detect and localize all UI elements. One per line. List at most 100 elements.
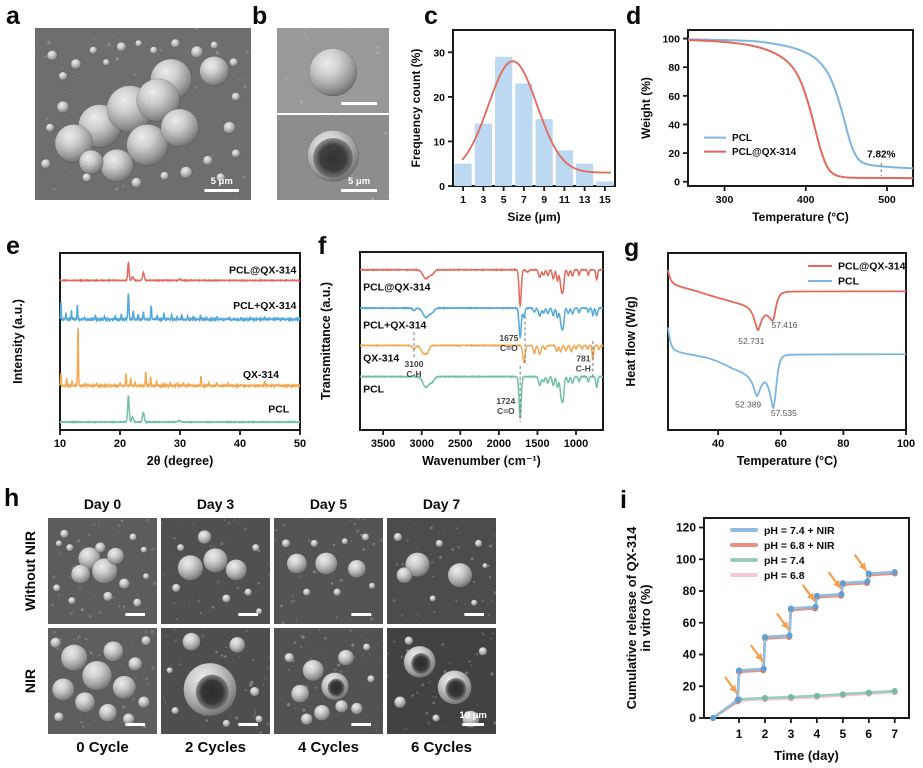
data-point xyxy=(813,692,820,699)
sem-image-b-bottom: 5 μm xyxy=(277,115,389,200)
svg-text:57.416: 57.416 xyxy=(771,320,797,330)
data-point xyxy=(839,580,846,587)
svg-text:57.535: 57.535 xyxy=(771,408,797,418)
h-col-label-day7: Day 7 xyxy=(422,496,461,512)
legend: PCL@QX-314 PCL xyxy=(808,261,906,288)
svg-text:400: 400 xyxy=(797,194,815,206)
svg-text:40: 40 xyxy=(683,648,697,662)
series-PCL@QX-314 xyxy=(667,269,906,332)
svg-text:1: 1 xyxy=(736,727,743,741)
svg-text:6: 6 xyxy=(865,727,872,741)
svg-text:10 μm: 10 μm xyxy=(459,710,486,721)
scale-bar xyxy=(238,613,258,616)
svg-text:QX-314: QX-314 xyxy=(243,369,279,381)
panel-label-g: g xyxy=(624,234,640,262)
svg-text:C-H: C-H xyxy=(576,363,591,373)
svg-text:QX-314: QX-314 xyxy=(363,352,399,364)
chart-tga: 300 400 500 0 20 40 60 80 100 Temperature (°C) Wei… xyxy=(639,29,914,224)
svg-text:PCL@QX-314: PCL@QX-314 xyxy=(363,281,431,293)
svg-text:30: 30 xyxy=(174,438,186,450)
svg-text:9: 9 xyxy=(541,194,547,206)
svg-text:3100: 3100 xyxy=(405,359,424,369)
panel-label-f: f xyxy=(318,232,327,260)
svg-text:7: 7 xyxy=(891,727,898,741)
h-cycle-label-6: 6 Cycles xyxy=(411,739,472,756)
svg-text:PCL: PCL xyxy=(838,276,860,288)
panel-label-h: h xyxy=(4,484,20,512)
svg-text:PCL: PCL xyxy=(732,133,752,144)
scale-bar xyxy=(341,102,377,105)
svg-text:pH = 7.4: pH = 7.4 xyxy=(764,555,805,567)
svg-text:40: 40 xyxy=(668,119,680,131)
legend: pH = 7.4 + NIR pH = 6.8 + NIR pH = 7.4 pH =… xyxy=(730,525,835,582)
svg-text:50: 50 xyxy=(294,438,306,450)
svg-text:pH = 6.8 + NIR: pH = 6.8 + NIR xyxy=(764,540,835,552)
svg-text:5 μm: 5 μm xyxy=(348,176,370,187)
series-PCL xyxy=(667,327,907,409)
svg-text:5: 5 xyxy=(501,194,507,206)
sem-h-withoutnir-day7 xyxy=(387,518,496,624)
chart-release: 1 2 3 4 5 6 7 0 20 40 60 80 100 120 Time (day) Cumulati… xyxy=(624,517,910,763)
trace-PCL@QX-314 xyxy=(59,261,301,283)
svg-text:52.389: 52.389 xyxy=(735,399,761,409)
svg-text:in vitro (%): in vitro (%) xyxy=(638,584,653,651)
scale-bar xyxy=(464,613,484,616)
sem-h-nir-day5 xyxy=(274,628,383,734)
trace-PCL+QX-314 xyxy=(59,293,301,323)
scale-bar xyxy=(125,723,145,726)
h-cycle-label-4: 4 Cycles xyxy=(298,739,359,756)
data-point xyxy=(736,667,743,674)
svg-text:Weight (%): Weight (%) xyxy=(639,77,653,139)
h-col-label-day3: Day 3 xyxy=(196,496,235,512)
data-point xyxy=(839,691,846,698)
scale-bar xyxy=(238,723,258,726)
svg-text:20: 20 xyxy=(668,148,680,160)
data-point xyxy=(760,665,767,672)
panel-label-d: d xyxy=(626,2,642,30)
sem-image-b-top xyxy=(277,28,389,113)
svg-text:60: 60 xyxy=(775,438,787,450)
panel-label-b: b xyxy=(252,2,268,30)
svg-text:11: 11 xyxy=(559,194,570,206)
svg-text:100: 100 xyxy=(676,552,696,566)
svg-text:10: 10 xyxy=(433,136,445,148)
axes: 10 20 30 40 50 2θ (degree) Intensity (a.u.) xyxy=(11,252,306,468)
svg-text:1500: 1500 xyxy=(525,438,549,450)
svg-text:2500: 2500 xyxy=(448,438,472,450)
svg-text:0: 0 xyxy=(689,711,696,725)
svg-text:15: 15 xyxy=(599,194,611,206)
svg-text:40: 40 xyxy=(712,438,724,450)
data-point xyxy=(865,689,872,696)
svg-text:C=O: C=O xyxy=(497,406,515,416)
svg-text:pH = 7.4 + NIR: pH = 7.4 + NIR xyxy=(764,525,835,537)
svg-text:3000: 3000 xyxy=(409,438,433,450)
axes: 1 2 3 4 5 6 7 0 20 40 60 80 100 120 Time (day) Cumulati… xyxy=(624,517,910,763)
svg-text:13: 13 xyxy=(579,194,591,206)
sem-h-withoutnir-day3 xyxy=(161,518,270,624)
svg-text:5 μm: 5 μm xyxy=(211,176,233,187)
h-row-label-nir: NIR xyxy=(22,668,38,694)
svg-text:80: 80 xyxy=(683,584,697,598)
svg-text:120: 120 xyxy=(676,521,696,535)
trace-QX-314 xyxy=(59,327,301,390)
h-cycle-label-2: 2 Cycles xyxy=(185,739,246,756)
svg-text:Wavenumber (cm⁻¹): Wavenumber (cm⁻¹) xyxy=(422,454,541,468)
sem-h-withoutnir-day0 xyxy=(48,518,157,624)
svg-text:PCL: PCL xyxy=(363,384,385,396)
svg-text:2θ (degree): 2θ (degree) xyxy=(147,454,214,468)
trace-PCL+QX-314 xyxy=(359,306,604,340)
h-cycle-label-0: 0 Cycle xyxy=(76,739,129,756)
svg-text:Frequency count (%): Frequency count (%) xyxy=(409,49,423,168)
svg-text:52.731: 52.731 xyxy=(738,336,764,346)
scale-bar xyxy=(351,613,371,616)
data-point xyxy=(838,591,845,598)
data-point xyxy=(710,715,717,721)
svg-text:0: 0 xyxy=(674,177,680,189)
data-point xyxy=(787,605,794,612)
svg-text:1675: 1675 xyxy=(499,333,518,343)
svg-text:Size (μm): Size (μm) xyxy=(507,210,560,224)
data-point xyxy=(812,603,819,610)
